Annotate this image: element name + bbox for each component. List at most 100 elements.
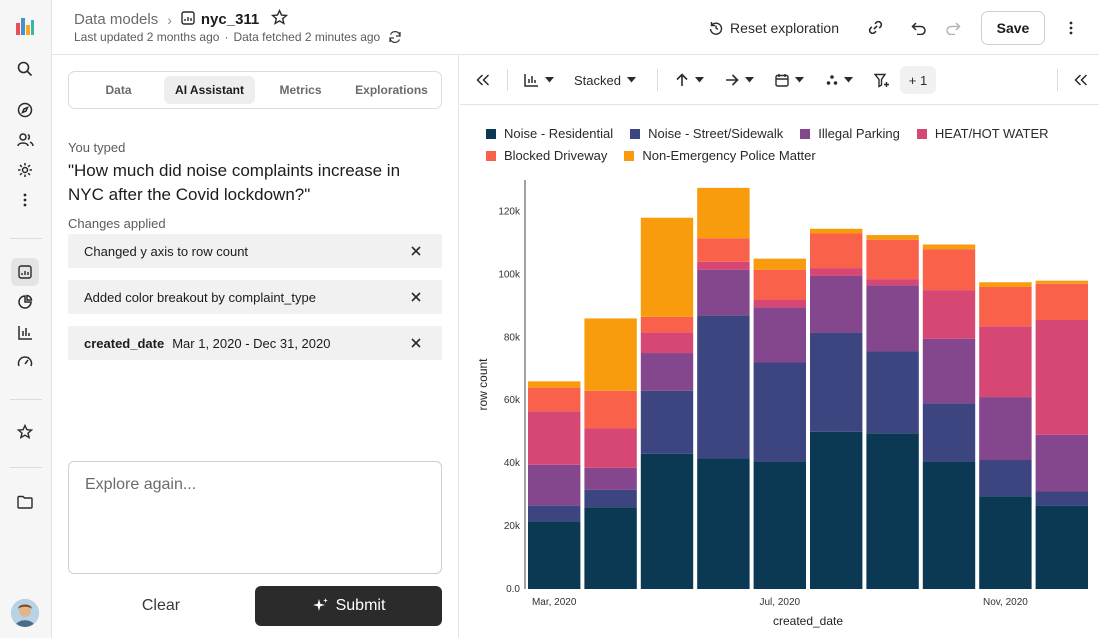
tab-metrics[interactable]: Metrics xyxy=(279,83,322,97)
more-vertical-icon[interactable] xyxy=(1061,18,1081,38)
legend-swatch xyxy=(800,128,811,139)
rail-divider xyxy=(10,399,42,400)
x-axis-dropdown[interactable] xyxy=(725,70,754,90)
tab-data[interactable]: Data xyxy=(105,83,132,97)
star-icon[interactable] xyxy=(15,422,35,442)
breadcrumb: Data models › nyc_311 xyxy=(74,8,289,30)
reset-icon xyxy=(709,21,723,35)
legend-item[interactable]: Illegal Parking xyxy=(800,126,900,141)
chart-type-dropdown[interactable] xyxy=(524,70,554,90)
model-icon xyxy=(181,10,195,29)
compass-icon[interactable] xyxy=(15,100,35,120)
bar-segment xyxy=(922,461,976,589)
breadcrumb-data-models[interactable]: Data models xyxy=(74,11,159,28)
gauge-icon[interactable] xyxy=(15,352,35,372)
bar-segment xyxy=(810,268,863,276)
reset-exploration-button[interactable]: Reset exploration xyxy=(708,20,839,36)
bar-segment xyxy=(866,285,919,352)
folder-icon[interactable] xyxy=(15,492,35,512)
bar-segment xyxy=(979,286,1032,327)
typed-question: "How much did noise complaints increase … xyxy=(68,161,401,204)
user-avatar[interactable] xyxy=(11,599,39,627)
more-vertical-icon[interactable] xyxy=(15,190,35,210)
left-rail xyxy=(0,0,52,638)
more-filters-badge[interactable]: + 1 xyxy=(900,66,936,94)
legend-swatch xyxy=(624,150,635,161)
last-updated-text: Last updated 2 months ago xyxy=(74,30,220,44)
close-icon[interactable] xyxy=(408,243,424,259)
x-axis-label: created_date xyxy=(773,614,843,628)
legend-swatch xyxy=(486,128,496,139)
bar-segment xyxy=(640,353,694,391)
bar-segment xyxy=(640,217,694,317)
bar-segment xyxy=(640,316,694,333)
bar-segment xyxy=(753,269,806,300)
favorite-star-icon[interactable] xyxy=(271,8,289,30)
pie-chart-icon[interactable] xyxy=(15,292,35,312)
reset-label: Reset exploration xyxy=(730,19,839,36)
app-logo-icon[interactable] xyxy=(15,16,35,36)
link-icon[interactable] xyxy=(865,18,885,38)
bar-segment xyxy=(1035,491,1088,506)
chart-area: Noise - Residential Noise - Street/Sidew… xyxy=(460,106,1099,638)
close-icon[interactable] xyxy=(408,289,424,305)
search-icon[interactable] xyxy=(15,59,35,79)
stacking-label: Stacked xyxy=(574,72,621,88)
legend-item[interactable]: Blocked Driveway xyxy=(486,148,607,163)
change-item: Changed y axis to row count xyxy=(68,234,442,268)
close-icon[interactable] xyxy=(408,335,424,351)
bar-segment xyxy=(697,238,750,262)
bar-segment xyxy=(1035,434,1088,492)
breakout-dropdown[interactable] xyxy=(826,70,853,90)
date-granularity-dropdown[interactable] xyxy=(775,70,804,90)
collapse-right-icon[interactable] xyxy=(1074,70,1088,90)
legend-item[interactable]: HEAT/HOT WATER xyxy=(916,126,1049,141)
data-model-icon[interactable] xyxy=(11,258,39,286)
tab-ai-assistant[interactable]: AI Assistant xyxy=(164,76,255,104)
bar-chart-icon[interactable] xyxy=(15,322,35,342)
collapse-left-icon[interactable] xyxy=(476,70,490,90)
bar-segment xyxy=(584,507,637,589)
clear-button[interactable]: Clear xyxy=(141,597,181,614)
x-tick-label: Mar, 2020 xyxy=(532,597,577,608)
bar-segment xyxy=(810,228,863,234)
bar-segment xyxy=(979,496,1032,589)
x-tick-label: Jul, 2020 xyxy=(760,597,801,608)
redo-icon[interactable] xyxy=(943,18,963,38)
save-button[interactable]: Save xyxy=(981,10,1045,45)
you-typed-label: You typed xyxy=(68,140,126,155)
bar-segment xyxy=(810,275,863,333)
filter-icon[interactable] xyxy=(874,70,890,90)
legend-label: Blocked Driveway xyxy=(504,148,608,163)
legend-label: Non-Emergency Police Matter xyxy=(642,148,816,163)
dots-breakout-icon xyxy=(826,75,838,85)
legend-label: Illegal Parking xyxy=(818,126,900,141)
legend-label: Noise - Street/Sidewalk xyxy=(648,126,784,141)
bar-segment xyxy=(528,381,581,388)
bar-segment xyxy=(697,269,750,316)
stacking-dropdown[interactable]: Stacked xyxy=(574,70,636,90)
sort-dropdown[interactable] xyxy=(675,70,704,90)
settings-gear-icon[interactable] xyxy=(15,160,35,180)
legend-swatch xyxy=(916,128,927,139)
refresh-icon[interactable] xyxy=(388,30,402,44)
legend-item[interactable]: Noise - Residential xyxy=(486,126,613,141)
toolbar-divider xyxy=(1057,69,1058,91)
bar-segment xyxy=(528,521,581,589)
panel-tabs: Data AI Assistant Metrics Explorations xyxy=(68,71,442,109)
submit-button[interactable]: Submit xyxy=(255,586,442,626)
explore-again-input[interactable]: Explore again... xyxy=(68,461,442,574)
tab-explorations[interactable]: Explorations xyxy=(355,83,428,97)
legend-item[interactable]: Noise - Street/Sidewalk xyxy=(630,126,783,141)
update-meta: Last updated 2 months ago · Data fetched… xyxy=(74,30,402,44)
legend-label: Noise - Residential xyxy=(504,126,614,141)
bar-segment xyxy=(640,453,694,589)
bar-segment xyxy=(584,467,637,490)
change-item: Added color breakout by complaint_type xyxy=(68,280,442,314)
users-icon[interactable] xyxy=(15,130,35,150)
bar-segment xyxy=(979,397,1032,461)
legend-item[interactable]: Non-Emergency Police Matter xyxy=(624,148,816,163)
bar-segment xyxy=(753,461,806,589)
data-fetched-text: Data fetched 2 minutes ago xyxy=(233,30,381,44)
undo-icon[interactable] xyxy=(909,18,929,38)
